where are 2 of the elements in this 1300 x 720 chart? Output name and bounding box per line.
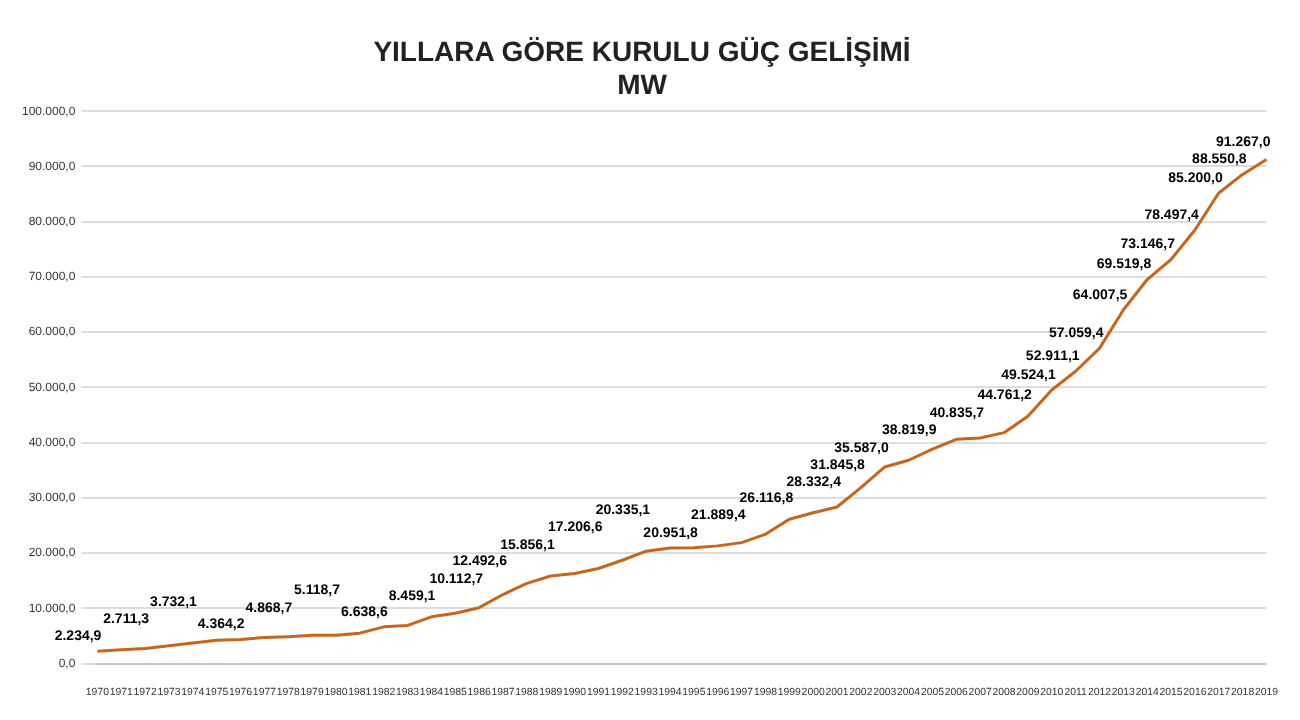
chart-subtitle: MW — [617, 68, 669, 101]
chart-title: YILLARA GÖRE KURULU GÜÇ GELİŞİMİ — [373, 34, 911, 67]
